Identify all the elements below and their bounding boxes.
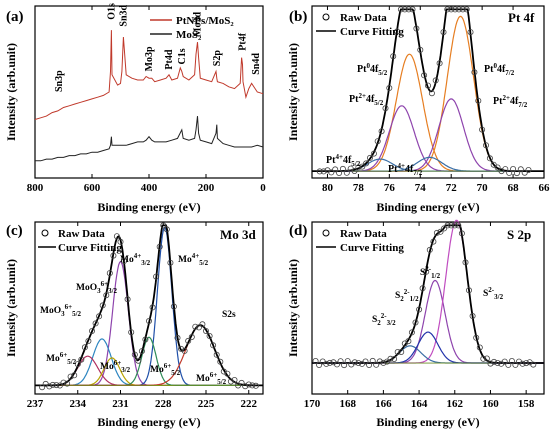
panel-d-ylabel: Intensity (arb.unit) (286, 259, 300, 357)
panel-c-title: Mo 3d (220, 227, 257, 242)
xtick-label: 800 (27, 182, 44, 194)
panel-c: (c) Mo 3d Intensity (arb.unit) Binding e… (4, 222, 263, 429)
panel-a-frame (35, 6, 263, 178)
xtick-label: 234 (70, 398, 87, 410)
legend-label-raw: Raw Data (58, 228, 105, 240)
panel-a-xticks: 800 600 400 200 0 (27, 6, 267, 194)
xtick-label: 228 (155, 398, 172, 410)
peak-annotation: Mo3p (144, 46, 155, 71)
peak-label-pt0-52: Pt04f5/2 (357, 62, 388, 77)
xtick-label: 162 (447, 398, 464, 410)
peak-label-pt2-52: Pt2+4f5/2 (349, 92, 384, 107)
xtick-label: 158 (518, 398, 535, 410)
xtick-label: 66 (539, 182, 550, 194)
peak-label-mo6-52-b: Mo6+5/2 (150, 362, 181, 377)
xtick-label: 76 (384, 182, 396, 194)
xtick-label: 168 (339, 398, 356, 410)
panel-d-xlabel: Binding energy (eV) (376, 415, 479, 429)
panel-c-ylabel: Intensity (arb.unit) (4, 259, 18, 357)
xtick-label: 400 (141, 182, 158, 194)
xtick-label: 200 (198, 182, 215, 194)
peak-annotation: Sn4d (251, 53, 262, 75)
panel-b-legend: Raw Data Curve Fitting (316, 12, 404, 38)
peak-label-moo3-52: MoO36+5/2 (40, 303, 82, 318)
peak-annotation: Sn3d (118, 4, 129, 26)
series-line-1 (35, 116, 263, 161)
series-line-0 (35, 30, 263, 119)
panel-c-peak-labels: Mo4+3/2 Mo4+5/2 MoO36+3/2 MoO36+5/2 S2s … (40, 252, 236, 386)
panel-a-xlabel: Binding energy (eV) (97, 200, 200, 214)
peak-label-pt0-72: Pt04f7/2 (484, 62, 515, 77)
panel-a: (a) Intensity (arb.unit) Binding energy … (4, 3, 266, 214)
panel-d: (d) S 2p Intensity (arb.unit) Binding en… (286, 220, 544, 429)
xtick-label: 170 (304, 398, 321, 410)
legend-label-fit: Curve Fitting (58, 242, 122, 254)
xtick-label: 70 (477, 182, 489, 194)
panel-d-xticks: 170 168 166 164 162 160 158 (304, 222, 535, 410)
xtick-label: 160 (482, 398, 499, 410)
xtick-label: 222 (241, 398, 258, 410)
peak-annotation: C1s (177, 48, 188, 64)
peak-label-pt4-72: Pt4+4f7/2 (388, 162, 423, 177)
peak-annotation: Pt4f (238, 32, 249, 50)
peak-annotation: Pt4d (164, 49, 175, 69)
xtick-label: 225 (198, 398, 215, 410)
peak-annotation: O1s (106, 3, 117, 20)
peak-label-mo4-52: Mo4+5/2 (178, 252, 209, 267)
peak-label-s2-12: S2-1/2 (420, 265, 441, 280)
panel-a-label: (a) (6, 9, 24, 25)
legend-label-mos2: MoS₂ (176, 29, 202, 41)
panel-d-legend: Raw Data Curve Fitting (316, 228, 404, 254)
legend-label-fit: Curve Fitting (340, 242, 404, 254)
xtick-label: 164 (411, 398, 428, 410)
peak-label-mo4-32: Mo4+3/2 (120, 252, 151, 267)
legend-label-fit: Curve Fitting (340, 26, 404, 38)
xtick-label: 72 (446, 182, 458, 194)
panel-c-xlabel: Binding energy (eV) (97, 415, 200, 429)
panel-c-label: (c) (6, 223, 23, 239)
panel-c-legend: Raw Data Curve Fitting (38, 228, 122, 254)
peak-label-s2-32: S2-3/2 (483, 286, 504, 301)
peak-label-moo3-32: MoO36+3/2 (76, 280, 118, 295)
peak-label-mo6-52-a: Mo6+5/2 (46, 351, 77, 366)
peak-label-pt4-52: Pt4+4f5/2 (326, 153, 361, 168)
panel-d-peak-labels: S2-1/2 S2-3/2 S22-1/2 S22-3/2 (372, 265, 504, 327)
xtick-label: 231 (112, 398, 129, 410)
fit-component-0 (312, 281, 544, 364)
peak-label-s22-32: S22-3/2 (372, 312, 396, 327)
legend-label-ptnps: PtNPs/MoS₂ (176, 15, 234, 27)
panel-b: (b) Pt 4f Intensity (arb.unit) Binding e… (286, 6, 550, 214)
peak-label-s22-12: S22-1/2 (395, 288, 419, 303)
panel-a-ylabel: Intensity (arb.unit) (4, 43, 18, 141)
xtick-label: 237 (27, 398, 44, 410)
peak-annotation: S2p (212, 50, 223, 67)
legend-marker-raw (323, 14, 329, 20)
peak-annotation: Sn3p (54, 70, 65, 92)
legend-marker-raw (42, 230, 48, 236)
panel-b-label: (b) (289, 9, 307, 25)
xtick-label: 68 (508, 182, 520, 194)
panel-d-label: (d) (289, 223, 307, 239)
peak-label-pt2-72: Pt2+4f7/2 (493, 94, 528, 109)
panel-b-xlabel: Binding energy (eV) (376, 200, 479, 214)
legend-label-raw: Raw Data (340, 228, 387, 240)
xtick-label: 600 (84, 182, 101, 194)
xtick-label: 80 (322, 182, 334, 194)
xtick-label: 0 (260, 182, 266, 194)
xtick-label: 78 (353, 182, 365, 194)
peak-label-mo6-32: Mo6+3/2 (100, 359, 131, 374)
xtick-label: 74 (415, 182, 427, 194)
peak-label-s2s: S2s (222, 310, 236, 320)
legend-label-raw: Raw Data (340, 12, 387, 24)
panel-d-title: S 2p (507, 227, 531, 242)
xtick-label: 166 (375, 398, 392, 410)
panel-b-ylabel: Intensity (arb.unit) (286, 43, 300, 141)
legend-marker-raw (323, 230, 329, 236)
panel-b-title: Pt 4f (508, 10, 535, 25)
